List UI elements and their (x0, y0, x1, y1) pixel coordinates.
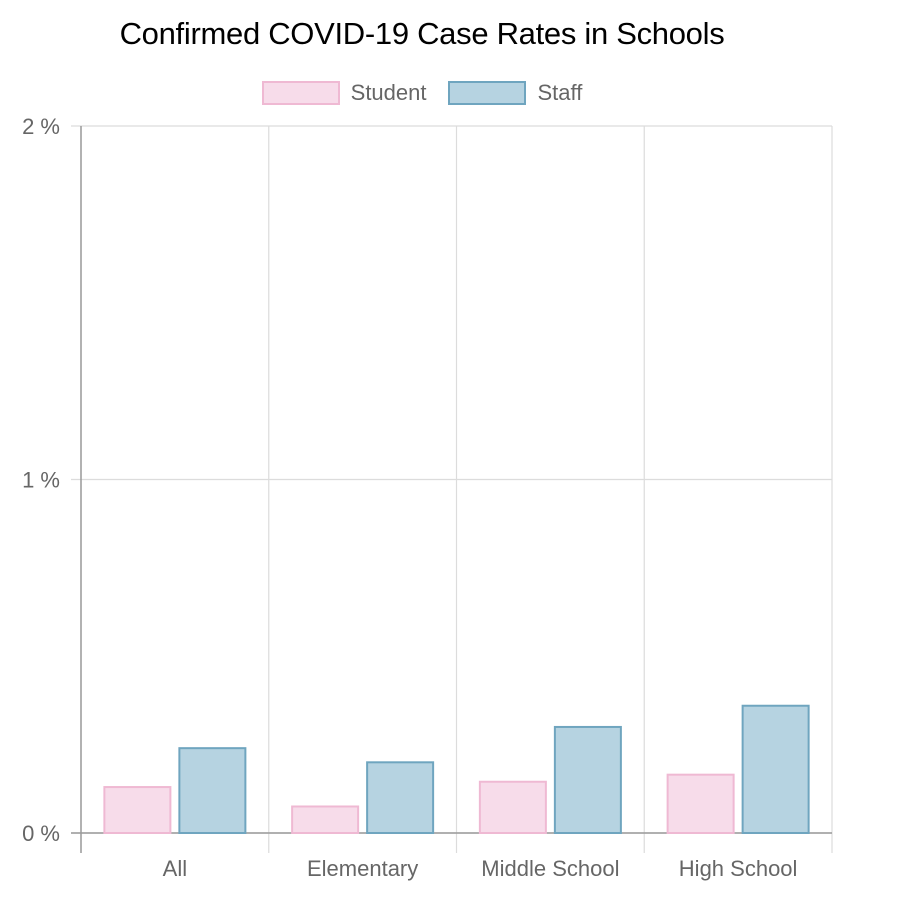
legend-swatch-staff (448, 81, 527, 105)
x-tick-label: High School (679, 856, 798, 881)
legend-label-student: Student (350, 80, 427, 105)
x-tick-label: Elementary (307, 856, 418, 881)
chart-title: Confirmed COVID-19 Case Rates in Schools (119, 16, 725, 51)
legend-label-staff: Staff (537, 80, 583, 105)
legend-item-staff[interactable]: Staff (448, 80, 582, 106)
y-tick-label: 2 % (22, 114, 60, 139)
x-tick-label: All (163, 856, 187, 881)
x-tick-label: Middle School (481, 856, 619, 881)
legend-item-student[interactable]: Student (261, 80, 427, 106)
bar-student-high-school (666, 773, 735, 834)
y-tick-label: 0 % (22, 821, 60, 846)
bar-staff-middle-school (553, 725, 622, 835)
bar-staff-all (178, 747, 247, 834)
chart-legend: Student Staff (0, 80, 844, 106)
bar-student-elementary (291, 805, 360, 834)
bar-staff-high-school (741, 704, 810, 834)
y-tick-label: 1 % (22, 468, 60, 493)
bar-staff-elementary (366, 761, 435, 834)
bar-student-all (103, 786, 172, 834)
bar-student-middle-school (478, 780, 547, 834)
legend-swatch-student (261, 81, 340, 105)
